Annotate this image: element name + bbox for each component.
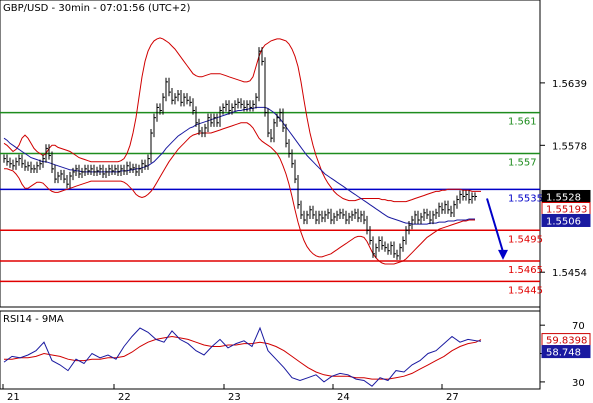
rsi-title: RSI14 - 9MA: [3, 314, 64, 325]
price-series: [3, 47, 477, 260]
level-label-4: 1.5465: [508, 265, 543, 276]
time-tick-label-2: 23: [228, 392, 241, 403]
rsi-tick-label-2: 30: [572, 378, 585, 389]
time-tick-label-3: 24: [337, 392, 350, 403]
price-tick-label-0: 1.5639: [552, 79, 587, 90]
price-badge-label-0: 1.5528: [546, 192, 581, 203]
rsi-badge-box-1: [541, 345, 591, 359]
moving-average-line: [3, 106, 475, 225]
price-badge-label-2: 1.5506: [546, 216, 581, 227]
time-tick-label-0: 21: [7, 392, 20, 403]
rsi-line: [3, 326, 482, 387]
forecast-arrow-shaft: [486, 198, 504, 253]
bollinger-lower-line: [4, 122, 475, 265]
bollinger-upper-line: [3, 37, 481, 203]
price-tick-label-1: 1.5578: [552, 141, 587, 152]
bollinger-bands: [3, 37, 481, 265]
rsi-ma-line: [4, 335, 482, 380]
rsi-tick-label-0: 70: [572, 321, 585, 332]
level-label-5: 1.5445: [508, 285, 543, 296]
rsi-panel-frame: [0, 310, 541, 390]
level-label-1: 1.557: [508, 158, 537, 169]
level-label-2: 1.5535: [508, 193, 543, 204]
moving-average: [3, 106, 475, 225]
level-label-3: 1.5495: [508, 234, 543, 245]
forecast-arrow-head: [498, 249, 508, 260]
time-tick-label-1: 22: [118, 392, 131, 403]
price-badge-label-1: 1.55193: [546, 204, 587, 215]
price-badge-box-2: [541, 213, 591, 227]
chart-title: GBP/USD - 30min - 07:01:56 (UTC+2): [3, 3, 190, 14]
price-tick-label-2: 1.5454: [552, 268, 587, 279]
level-label-0: 1.561: [508, 117, 537, 128]
rsi-badge-label-0: 59.8398: [546, 336, 587, 347]
forecast-arrow: [486, 198, 508, 260]
price-axis-ticks: 1.5639 1.5578 1.5454: [540, 79, 587, 279]
time-tick-label-4: 27: [446, 392, 459, 403]
rsi-series: [3, 326, 482, 387]
time-axis-ticks: 21 22 23 24 27: [2, 384, 459, 403]
rsi-badge-label-1: 58.748: [546, 348, 581, 359]
